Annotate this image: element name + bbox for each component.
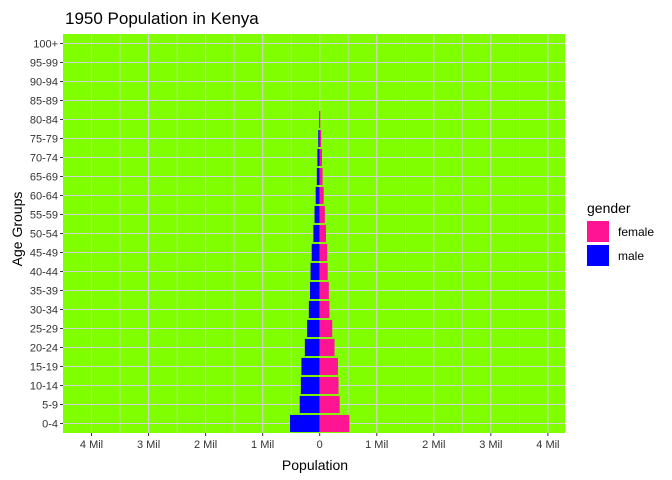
y-tick-label: 0-4 — [42, 419, 58, 431]
y-tick-label: 75-79 — [30, 134, 58, 146]
x-tick-label: 0 — [317, 439, 323, 451]
y-tick-label: 40-44 — [30, 267, 58, 279]
x-axis-ticks: 4 Mil 3 Mil 2 Mil 1 Mil 0 1 Mil 2 Mil 3 Mil 4 Mi… — [80, 433, 560, 451]
bar-male-80-84 — [319, 110, 320, 129]
bar-female-30-34 — [319, 300, 330, 319]
y-tick-label: 55-59 — [30, 210, 58, 222]
bar-female-70-74 — [319, 148, 322, 167]
y-tick-label: 50-54 — [30, 229, 58, 241]
bar-male-15-19 — [301, 357, 320, 376]
bar-female-40-44 — [319, 262, 328, 281]
bar-female-75-79 — [319, 129, 322, 148]
bar-male-5-9 — [299, 395, 320, 414]
y-axis-ticks: 0-4 5-9 10-14 15-19 20-24 25-29 30-34 35-39 40-4… — [30, 39, 63, 431]
x-tick-label: 3 Mil — [479, 439, 502, 451]
x-tick-label: 1 Mil — [251, 439, 274, 451]
bar-female-80-84 — [319, 110, 321, 129]
bar-male-70-74 — [317, 148, 320, 167]
y-tick-label: 85-89 — [30, 96, 58, 108]
x-tick-label: 1 Mil — [365, 439, 388, 451]
bar-male-35-39 — [310, 281, 320, 300]
bar-male-40-44 — [310, 262, 320, 281]
bar-male-50-54 — [313, 224, 320, 243]
bar-female-50-54 — [319, 224, 326, 243]
x-tick-label: 2 Mil — [422, 439, 445, 451]
y-tick-label: 25-29 — [30, 324, 58, 336]
bar-male-25-29 — [307, 319, 320, 338]
y-tick-label: 30-34 — [30, 305, 58, 317]
bar-male-75-79 — [318, 129, 320, 148]
x-tick-label: 3 Mil — [137, 439, 160, 451]
bar-female-20-24 — [319, 338, 335, 357]
y-tick-label: 5-9 — [42, 400, 58, 412]
bars — [290, 110, 350, 433]
bar-male-30-34 — [308, 300, 320, 319]
chart-title: 1950 Population in Kenya — [65, 9, 259, 28]
y-tick-label: 70-74 — [30, 153, 58, 165]
x-axis-title: Population — [282, 457, 348, 473]
bar-male-55-59 — [314, 205, 320, 224]
bar-male-65-69 — [316, 167, 320, 186]
y-tick-label: 35-39 — [30, 286, 58, 298]
y-tick-label: 60-64 — [30, 191, 58, 203]
x-tick-label: 4 Mil — [80, 439, 103, 451]
y-tick-label: 20-24 — [30, 343, 58, 355]
legend-label-male: male — [618, 249, 644, 263]
y-tick-label: 95-99 — [30, 58, 58, 70]
bar-female-25-29 — [319, 319, 333, 338]
legend-label-female: female — [618, 225, 654, 239]
y-tick-label: 100+ — [33, 39, 58, 51]
x-tick-label: 2 Mil — [194, 439, 217, 451]
bar-male-45-49 — [311, 243, 320, 262]
y-tick-label: 15-19 — [30, 362, 58, 374]
bar-male-20-24 — [304, 338, 320, 357]
x-tick-label: 4 Mil — [536, 439, 559, 451]
y-tick-label: 90-94 — [30, 77, 58, 89]
y-tick-label: 80-84 — [30, 115, 58, 127]
bar-female-10-14 — [319, 376, 339, 395]
bar-female-15-19 — [319, 357, 338, 376]
bar-female-35-39 — [319, 281, 329, 300]
y-axis-title: Age Groups — [9, 192, 25, 267]
bar-female-0-4 — [319, 414, 350, 433]
bar-female-65-69 — [319, 167, 323, 186]
bar-male-60-64 — [315, 186, 320, 205]
bar-male-10-14 — [300, 376, 320, 395]
legend-key-male — [587, 245, 609, 266]
y-tick-label: 10-14 — [30, 381, 58, 393]
legend-title: gender — [587, 200, 631, 216]
bar-male-0-4 — [290, 414, 320, 433]
bar-female-60-64 — [319, 186, 324, 205]
bar-female-45-49 — [319, 243, 328, 262]
bar-female-55-59 — [319, 205, 325, 224]
legend-key-female — [587, 221, 609, 242]
y-tick-label: 65-69 — [30, 172, 58, 184]
bar-female-5-9 — [319, 395, 340, 414]
y-tick-label: 45-49 — [30, 248, 58, 260]
legend: gender female male — [587, 200, 654, 266]
